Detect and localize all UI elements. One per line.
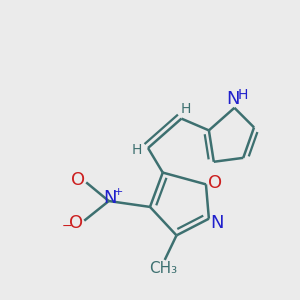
Text: N: N bbox=[210, 214, 224, 232]
Text: O: O bbox=[69, 214, 83, 232]
Text: O: O bbox=[208, 174, 222, 192]
Text: N: N bbox=[103, 188, 117, 206]
Text: N: N bbox=[226, 90, 240, 108]
Text: H: H bbox=[238, 88, 248, 102]
Text: −: − bbox=[62, 220, 72, 232]
Text: H: H bbox=[181, 102, 191, 116]
Text: O: O bbox=[71, 171, 85, 189]
Text: CH₃: CH₃ bbox=[149, 261, 177, 276]
Text: +: + bbox=[113, 187, 123, 197]
Text: H: H bbox=[132, 142, 142, 157]
